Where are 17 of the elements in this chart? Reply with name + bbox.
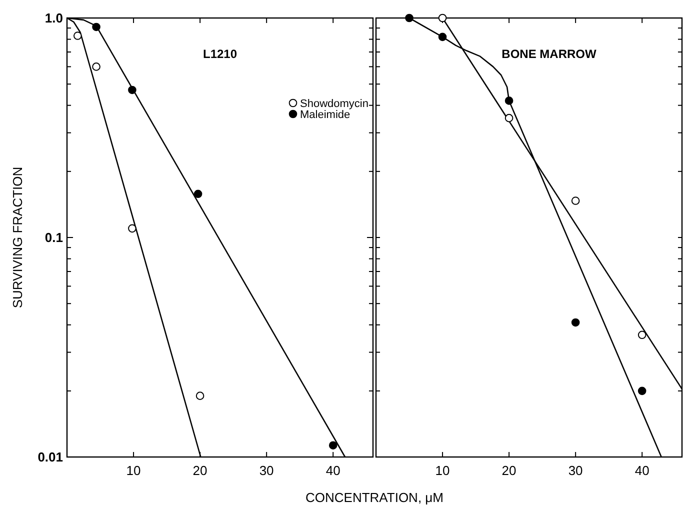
x-tick-label: 10 [435, 463, 450, 478]
text: L1210 [202, 47, 238, 61]
y-tick-label: 0.1 [44, 230, 63, 246]
y-tick-label: 1.0 [44, 10, 63, 26]
x-tick-label: 10 [126, 463, 141, 478]
legend-label: Showdomycin [300, 98, 368, 110]
x-tick-label: 20 [192, 463, 208, 478]
y-axis-title: SURVIVING FRACTION [10, 166, 25, 308]
x-tick-label: 20 [502, 463, 516, 478]
x-tick-label: 40 [634, 463, 650, 478]
x-tick-label: 30 [568, 463, 583, 478]
x-tick-label: 30 [259, 463, 274, 478]
x-axis-title: CONCENTRATION, μM [306, 490, 444, 505]
text: BONE MARROW [502, 47, 597, 61]
x-tick-label: 40 [326, 463, 340, 478]
legend-label: Maleimide [300, 108, 350, 121]
y-tick-label: 0.01 [38, 450, 63, 465]
